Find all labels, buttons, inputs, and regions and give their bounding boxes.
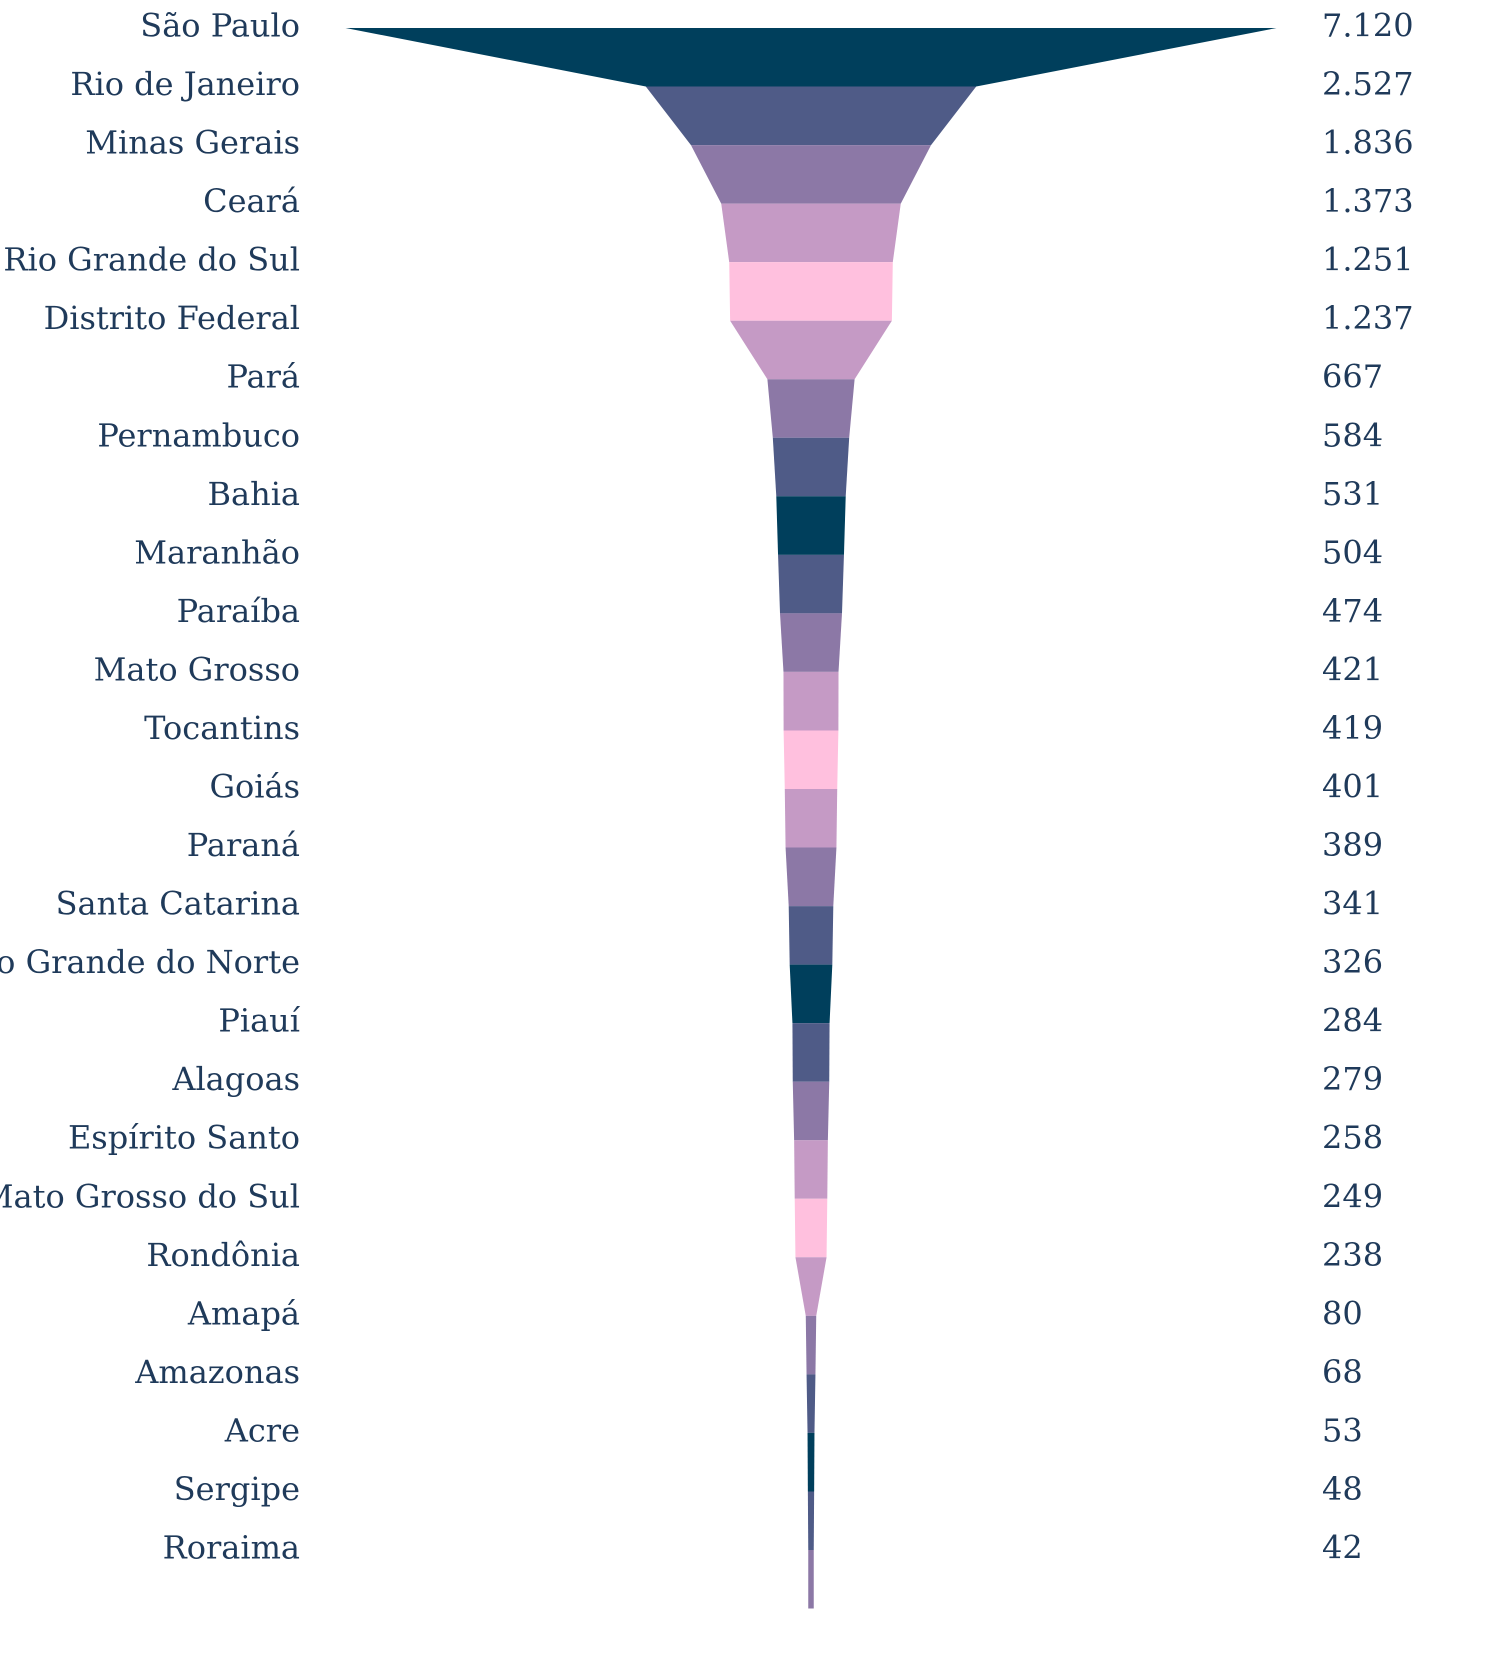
category-label: Bahia — [207, 475, 300, 513]
category-label: Rio Grande do Sul — [3, 241, 300, 279]
category-label: Santa Catarina — [56, 885, 300, 923]
value-label: 419 — [1322, 709, 1383, 747]
value-label: 1.373 — [1322, 182, 1414, 220]
value-label: 258 — [1322, 1119, 1383, 1157]
funnel-segment — [778, 554, 844, 614]
value-label: 1.251 — [1322, 241, 1414, 279]
funnel-segment — [783, 671, 839, 731]
category-label: Acre — [224, 1411, 300, 1449]
funnel-segment — [772, 437, 850, 497]
funnel-segment — [780, 613, 842, 672]
funnel-segment — [721, 203, 901, 263]
funnel-segment — [805, 1315, 817, 1375]
value-label: 531 — [1322, 475, 1383, 513]
category-label: Pará — [226, 358, 300, 396]
category-label: Rio de Janeiro — [70, 65, 300, 103]
category-label: Rio Grande do Norte — [0, 943, 300, 981]
value-label: 1.237 — [1322, 299, 1414, 337]
funnel-segment — [792, 1023, 830, 1082]
value-label: 68 — [1322, 1353, 1363, 1391]
category-label: Amapá — [187, 1294, 300, 1332]
value-label: 326 — [1322, 943, 1383, 981]
funnel-segment — [776, 496, 846, 555]
funnel-segment — [690, 145, 932, 204]
funnel-segment — [792, 1081, 830, 1141]
value-label: 284 — [1322, 1002, 1383, 1040]
funnel-segment — [808, 1550, 814, 1609]
funnel-segment — [794, 1140, 828, 1199]
value-label: 7.120 — [1322, 7, 1414, 45]
category-label: Espírito Santo — [68, 1119, 300, 1157]
category-label: São Paulo — [140, 7, 300, 45]
funnel-segment — [807, 1491, 815, 1550]
value-label: 2.527 — [1322, 65, 1414, 103]
value-label: 249 — [1322, 1177, 1383, 1215]
category-label: Paraíba — [177, 592, 300, 630]
funnel-segment — [789, 964, 833, 1024]
funnel-segment — [767, 379, 855, 438]
funnel-segment — [784, 789, 838, 848]
category-label: Maranhão — [134, 533, 300, 571]
category-label: Rondônia — [146, 1236, 300, 1274]
funnel-segment — [645, 86, 977, 146]
category-label: Ceará — [203, 182, 300, 220]
funnel-segment — [795, 1257, 827, 1316]
value-label: 667 — [1322, 358, 1383, 396]
value-label: 279 — [1322, 1060, 1383, 1098]
value-label: 53 — [1322, 1411, 1363, 1449]
category-label: Minas Gerais — [85, 124, 300, 162]
category-label: Amazonas — [134, 1353, 300, 1391]
value-label: 401 — [1322, 768, 1383, 806]
funnel-segment — [806, 1374, 816, 1433]
category-label: Goiás — [209, 768, 300, 806]
category-label: Mato Grosso do Sul — [0, 1177, 300, 1215]
category-label: Distrito Federal — [44, 299, 300, 337]
category-label: Sergipe — [174, 1470, 300, 1508]
value-label: 504 — [1322, 533, 1383, 571]
value-label: 42 — [1322, 1529, 1363, 1567]
value-label: 474 — [1322, 592, 1383, 630]
funnel-segment — [730, 320, 892, 380]
value-label: 238 — [1322, 1236, 1383, 1274]
value-label: 341 — [1322, 885, 1383, 923]
category-label: Piauí — [218, 1002, 300, 1040]
funnel-segment — [783, 730, 839, 789]
category-label: Paraná — [187, 826, 300, 864]
category-label: Pernambuco — [97, 416, 300, 454]
category-label: Alagoas — [171, 1060, 300, 1098]
value-label: 80 — [1322, 1294, 1363, 1332]
funnel-segment — [788, 906, 834, 965]
funnel-segment — [794, 1198, 828, 1258]
value-label: 421 — [1322, 650, 1383, 688]
value-label: 584 — [1322, 416, 1383, 454]
funnel-segment — [345, 28, 1277, 87]
funnel-segment — [785, 847, 837, 907]
funnel-segment — [807, 1432, 815, 1492]
category-label: Tocantins — [144, 709, 300, 747]
value-label: 48 — [1322, 1470, 1363, 1508]
funnel-segment — [729, 262, 893, 321]
category-label: Mato Grosso — [94, 650, 300, 688]
value-label: 1.836 — [1322, 124, 1414, 162]
category-label: Roraima — [163, 1529, 300, 1567]
value-label: 389 — [1322, 826, 1383, 864]
